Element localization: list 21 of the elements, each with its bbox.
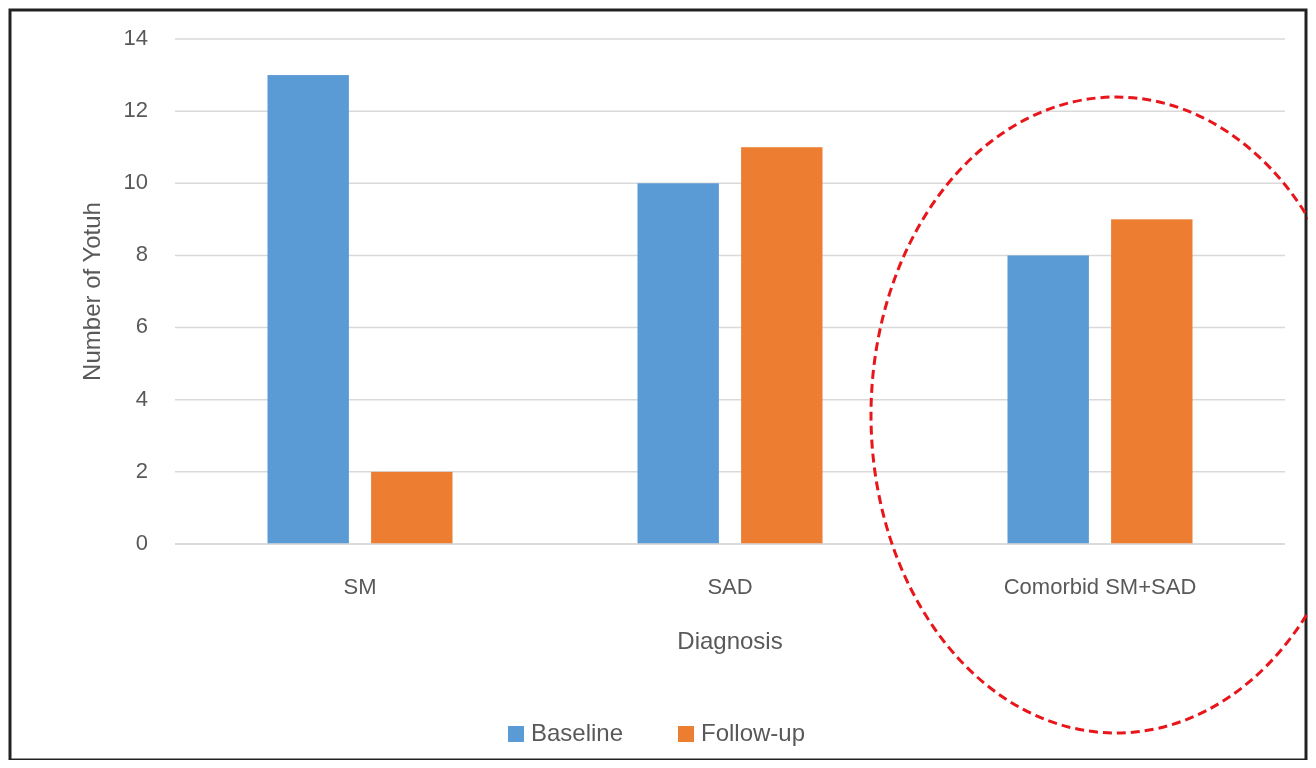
y-tick-label: 4 bbox=[135, 385, 148, 411]
bar bbox=[371, 471, 453, 544]
y-tick-label: 6 bbox=[135, 313, 148, 339]
legend-label: Follow-up bbox=[701, 719, 806, 747]
x-tick-label: Comorbid SM+SAD bbox=[1003, 574, 1197, 599]
bar bbox=[1111, 219, 1193, 544]
bar bbox=[637, 183, 719, 544]
x-axis-title: Diagnosis bbox=[677, 627, 783, 654]
y-tick-label: 2 bbox=[135, 457, 148, 483]
bar bbox=[741, 147, 823, 544]
legend-label: Baseline bbox=[531, 719, 624, 747]
bar bbox=[267, 75, 349, 544]
y-axis-title: Number of Yotuh bbox=[78, 202, 105, 381]
y-tick-label: 10 bbox=[123, 169, 148, 195]
x-tick-label: SM bbox=[343, 574, 377, 599]
bar bbox=[1007, 255, 1089, 544]
y-tick-label: 12 bbox=[123, 96, 148, 122]
y-tick-label: 0 bbox=[135, 529, 148, 555]
y-tick-label: 14 bbox=[123, 24, 148, 50]
y-tick-label: 8 bbox=[135, 241, 148, 267]
x-tick-label: SAD bbox=[707, 574, 753, 599]
